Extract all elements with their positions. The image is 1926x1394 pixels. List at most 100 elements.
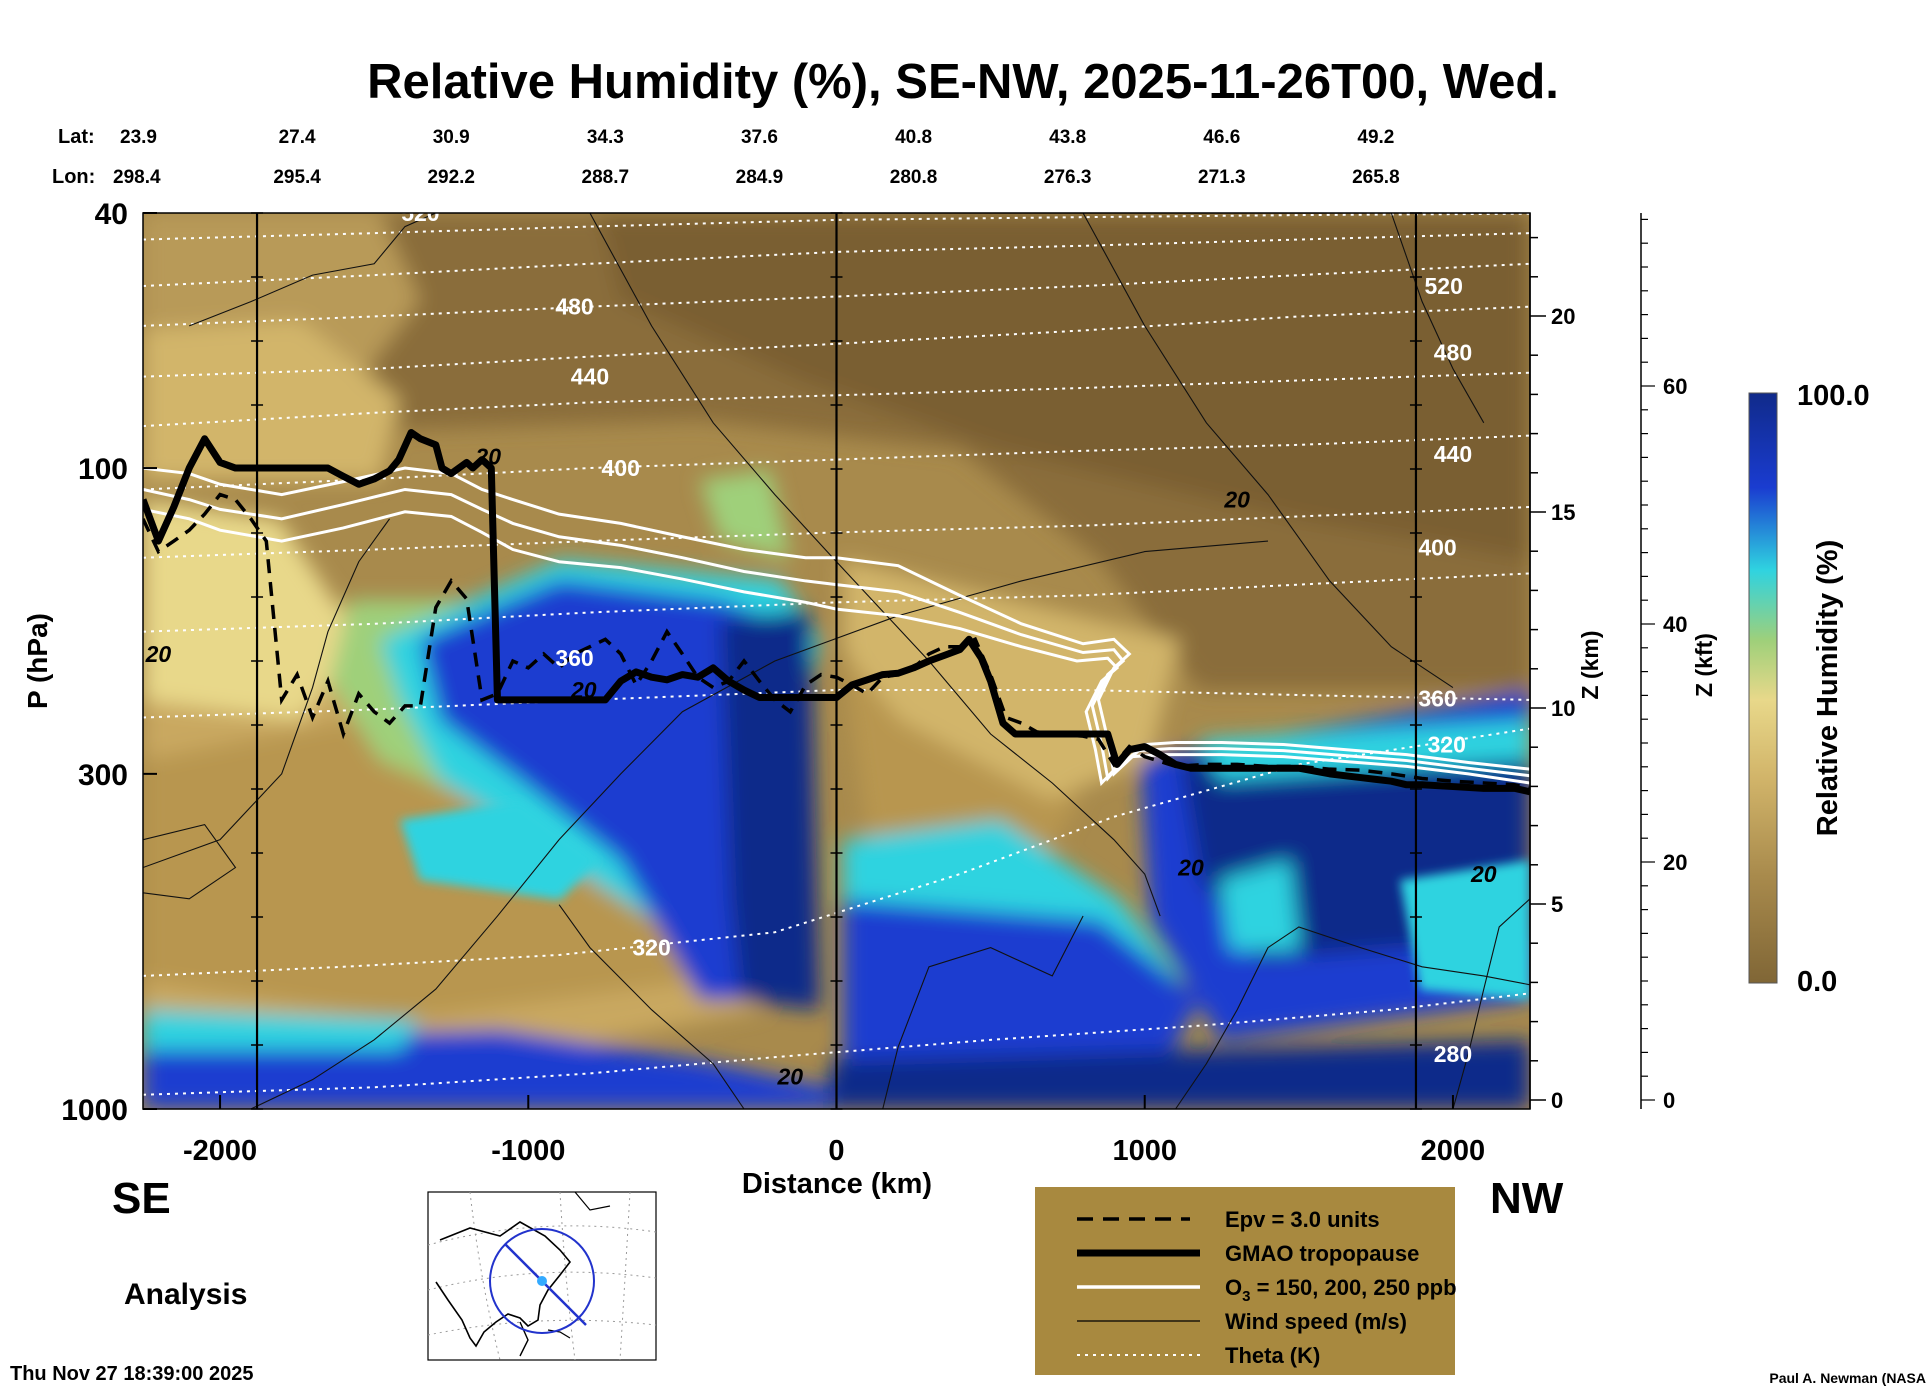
latitude-label: 40.8	[895, 127, 932, 148]
wind-speed-contour	[143, 823, 237, 900]
wind-speed-contour	[558, 904, 745, 1109]
latitude-label: 27.4	[279, 127, 316, 148]
wind-speed-contour	[1390, 213, 1485, 424]
wind-label: 20	[776, 1064, 803, 1090]
theta-label: 320	[1428, 732, 1466, 758]
colorbar	[1748, 392, 1778, 984]
x-tick-label: 0	[828, 1135, 844, 1167]
longitude-label: 295.4	[273, 167, 321, 188]
z-kft-tick-label: 20	[1663, 850, 1687, 875]
timestamp: Thu Nov 27 18:39:00 2025	[10, 1363, 253, 1385]
overlay-lines	[143, 213, 1530, 1109]
longitude-label: 265.8	[1352, 167, 1400, 188]
contour-labels: 2803203203603604004004404404804805205202…	[145, 200, 1497, 1090]
z-kft-tick-label: 0	[1663, 1088, 1675, 1113]
lat-label: Lat:	[58, 126, 95, 148]
tropopause-line	[143, 428, 1530, 796]
ozone-contour	[143, 507, 1530, 787]
legend-ozone-label: O3 = 150, 200, 250 ppb	[1225, 1275, 1457, 1305]
p-tick-label: 1000	[61, 1094, 128, 1127]
colorbar-max-label: 100.0	[1797, 380, 1870, 412]
p-tick-label: 300	[78, 759, 128, 792]
longitude-label: 284.9	[736, 167, 784, 188]
wind-speed-contour	[882, 915, 1084, 1109]
latitude-label: 49.2	[1357, 127, 1394, 148]
wind-label: 20	[1470, 861, 1497, 887]
humidity-field	[143, 213, 1530, 1109]
legend-wind-label: Wind speed (m/s)	[1225, 1309, 1407, 1334]
lat-lon-labels: 23.9 298.4 27.4 295.4 30.9 292.2 34.3 288.7 37.6…	[113, 127, 1400, 188]
z-kft-tick-label: 60	[1663, 374, 1687, 399]
theta-label: 440	[571, 364, 609, 390]
author-credit: Paul A. Newman (NASA	[1769, 1370, 1926, 1386]
theta-label: 520	[1425, 273, 1463, 299]
wind-label: 20	[1177, 855, 1204, 881]
wind-speed-contour	[250, 540, 1269, 1109]
colorbar-title: Relative Humidity (%)	[1812, 540, 1844, 837]
direction-se: SE	[112, 1174, 171, 1223]
z-km-tick-label: 20	[1551, 304, 1575, 329]
epv-line	[143, 492, 1530, 791]
theta-label: 480	[555, 294, 593, 320]
latitude-label: 30.9	[433, 127, 470, 148]
lon-label: Lon:	[52, 166, 95, 188]
longitude-label: 298.4	[113, 167, 161, 188]
legend-epv-label: Epv = 3.0 units	[1225, 1207, 1380, 1232]
longitude-label: 276.3	[1044, 167, 1092, 188]
z-km-tick-label: 0	[1551, 1088, 1563, 1113]
longitude-label: 271.3	[1198, 167, 1246, 188]
latitude-label: 23.9	[120, 127, 157, 148]
legend-theta-label: Theta (K)	[1225, 1343, 1320, 1368]
theta-contour	[143, 727, 1530, 977]
x-tick-label: -2000	[183, 1135, 257, 1167]
analysis-label: Analysis	[124, 1278, 247, 1311]
theta-label: 280	[1434, 1041, 1472, 1067]
wind-label: 20	[474, 444, 501, 470]
axes: -2000 -1000 0 1000 2000 40 100 300 1000 0 5 10 15 20 0…	[61, 198, 1687, 1167]
wind-speed-contour	[1175, 926, 1530, 1109]
wind-speed-contour	[1082, 213, 1454, 688]
z-km-tick-label: 15	[1551, 500, 1575, 525]
direction-nw: NW	[1490, 1174, 1564, 1223]
p-tick-label: 40	[95, 198, 128, 231]
ozone-contour	[143, 466, 1530, 777]
latitude-label: 34.3	[587, 127, 624, 148]
wind-label: 20	[145, 641, 172, 667]
z-kft-tick-label: 40	[1663, 612, 1687, 637]
wind-label: 20	[570, 677, 597, 703]
legend-tropopause-label: GMAO tropopause	[1225, 1241, 1419, 1266]
wind-speed-contour	[1452, 898, 1530, 1109]
wind-speed-contour	[143, 518, 391, 869]
theta-label: 360	[555, 645, 593, 671]
latitude-label: 37.6	[741, 127, 778, 148]
latitude-label: 43.8	[1049, 127, 1086, 148]
theta-label: 400	[1418, 534, 1456, 560]
inset-map	[427, 1191, 657, 1361]
legend: Epv = 3.0 units GMAO tropopause O3 = 150…	[1035, 1187, 1457, 1375]
wind-speed-contour	[189, 213, 437, 327]
x-tick-label: -1000	[491, 1135, 565, 1167]
wind-label: 20	[1223, 487, 1250, 513]
theta-label: 360	[1418, 686, 1456, 712]
z-km-tick-label: 10	[1551, 696, 1575, 721]
theta-label: 440	[1434, 441, 1472, 467]
z-km-tick-label: 5	[1551, 892, 1563, 917]
colorbar-min-label: 0.0	[1797, 966, 1837, 998]
theta-label: 400	[602, 455, 640, 481]
z-kft-axis-title: Z (kft)	[1691, 633, 1717, 697]
longitude-label: 288.7	[582, 167, 630, 188]
theta-label: 320	[632, 935, 670, 961]
x-axis-title: Distance (km)	[742, 1168, 932, 1200]
z-km-axis-title: Z (km)	[1577, 631, 1603, 700]
x-tick-label: 2000	[1421, 1135, 1486, 1167]
p-tick-label: 100	[78, 453, 128, 486]
y-axis-title: P (hPa)	[22, 613, 53, 709]
longitude-label: 292.2	[427, 167, 475, 188]
latitude-label: 46.6	[1203, 127, 1240, 148]
chart-title: Relative Humidity (%), SE-NW, 2025-11-26…	[367, 55, 1559, 109]
longitude-label: 280.8	[890, 167, 938, 188]
theta-label: 480	[1434, 339, 1472, 365]
ozone-contour	[143, 487, 1530, 782]
x-tick-label: 1000	[1112, 1135, 1177, 1167]
